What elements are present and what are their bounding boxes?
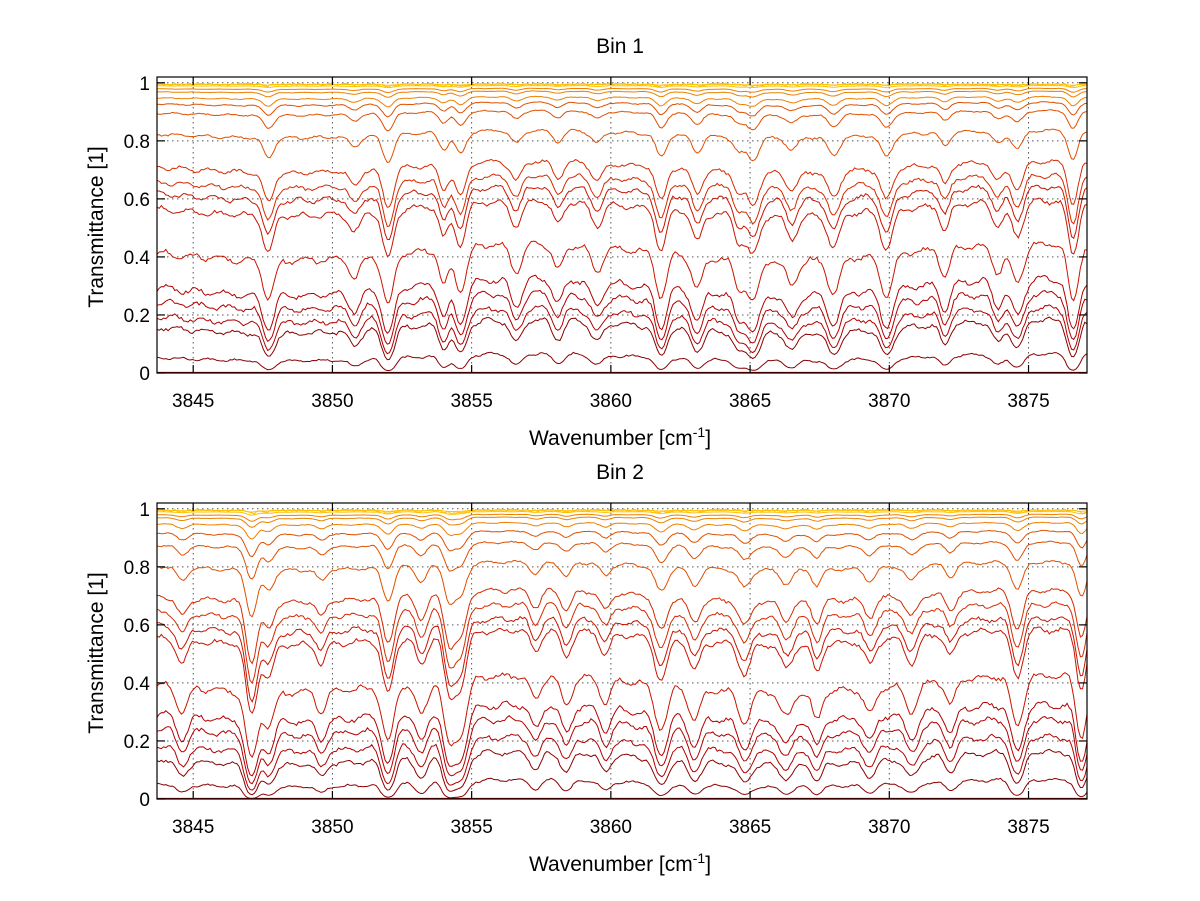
- series-line: [156, 95, 1088, 108]
- x-tick-label: 3875: [1007, 817, 1049, 838]
- x-tick-label: 3870: [868, 817, 910, 838]
- y-tick-label: 0.4: [124, 674, 151, 695]
- series-line: [156, 748, 1088, 796]
- y-tick-label: 0.4: [124, 248, 151, 269]
- x-tick-label: 3855: [451, 817, 493, 838]
- series-line: [157, 513, 1088, 522]
- x-tick-label: 3865: [729, 817, 771, 838]
- axes-box: [156, 502, 1088, 800]
- y-axis-label: Transmittance [1]: [85, 146, 108, 307]
- y-tick-label: 0.2: [124, 306, 150, 327]
- series-line: [156, 508, 1088, 515]
- chart-title: Bin 1: [596, 35, 644, 58]
- series-line: [156, 559, 1088, 618]
- series-line: [156, 289, 1088, 345]
- series-line: [156, 128, 1088, 164]
- x-tick-label: 3860: [590, 391, 632, 412]
- series-line: [157, 615, 1088, 703]
- series-line: [156, 84, 1087, 89]
- y-tick-label: 1: [139, 500, 150, 521]
- x-tick-label: 3860: [590, 817, 632, 838]
- x-tick-label: 3865: [729, 391, 771, 412]
- series-line: [156, 626, 1088, 715]
- y-tick-label: 0.6: [124, 190, 150, 211]
- series-line: [156, 733, 1088, 791]
- series-line: [156, 510, 1088, 516]
- x-axis-label: Wavenumber [cm-1]: [529, 424, 711, 450]
- series-line: [156, 715, 1088, 785]
- series-line: [156, 109, 1088, 132]
- series-line: [156, 540, 1088, 580]
- series-line: [156, 82, 1088, 88]
- x-tick-label: 3870: [868, 391, 910, 412]
- series-line: [156, 90, 1088, 98]
- x-tick-label: 3850: [311, 817, 353, 838]
- series-line: [156, 672, 1088, 759]
- y-tick-label: 0.8: [124, 558, 150, 579]
- series-line: [156, 240, 1088, 304]
- x-tick-label: 3845: [172, 817, 214, 838]
- series-line: [156, 521, 1088, 540]
- x-tick-label: 3850: [311, 391, 353, 412]
- series-line: [156, 700, 1088, 777]
- series-line: [156, 304, 1088, 355]
- series-line: [157, 184, 1088, 241]
- y-tick-label: 0.6: [124, 616, 150, 637]
- series-line: [156, 529, 1088, 558]
- y-tick-label: 0: [139, 364, 150, 385]
- x-axis-label: Wavenumber [cm-1]: [529, 850, 711, 876]
- series-line: [156, 601, 1088, 685]
- series-line: [156, 316, 1088, 361]
- series-line: [156, 587, 1088, 665]
- series-line: [156, 516, 1088, 528]
- y-tick-label: 0.2: [124, 732, 150, 753]
- chart-bin-2: Bin 2 3845 3850 3855 3860 3865 3870 3875 00.20…: [85, 461, 1088, 876]
- series-line: [156, 101, 1088, 118]
- y-ticks: 0 0.2 0.4 0.6 0.8 1: [124, 500, 1087, 811]
- series-line: [156, 197, 1088, 258]
- series-group: [156, 82, 1088, 373]
- chart-bin-1: Bin 1 3845 3850 3855 3860 3865 3870 3875 00.20…: [85, 35, 1088, 450]
- series-line: [156, 158, 1088, 208]
- y-tick-label: 0.8: [124, 132, 150, 153]
- x-ticks: 3845 3850 3855 3860 3865 3870 3875: [172, 503, 1050, 838]
- x-tick-label: 3875: [1007, 391, 1049, 412]
- chart-title: Bin 2: [596, 461, 644, 484]
- y-tick-label: 0: [139, 790, 150, 811]
- series-line: [156, 172, 1088, 228]
- x-ticks: 3845 3850 3855 3860 3865 3870 3875: [172, 77, 1050, 412]
- axes-box: [156, 76, 1088, 374]
- x-tick-label: 3845: [172, 391, 214, 412]
- series-line: [156, 274, 1088, 334]
- series-group: [156, 508, 1088, 799]
- y-axis-label: Transmittance [1]: [85, 572, 108, 733]
- y-tick-label: 1: [139, 74, 150, 95]
- series-line: [156, 351, 1088, 371]
- y-ticks: 0 0.2 0.4 0.6 0.8 1: [124, 74, 1087, 385]
- series-line: [156, 777, 1088, 799]
- series-line: [157, 87, 1088, 94]
- x-tick-label: 3855: [451, 391, 493, 412]
